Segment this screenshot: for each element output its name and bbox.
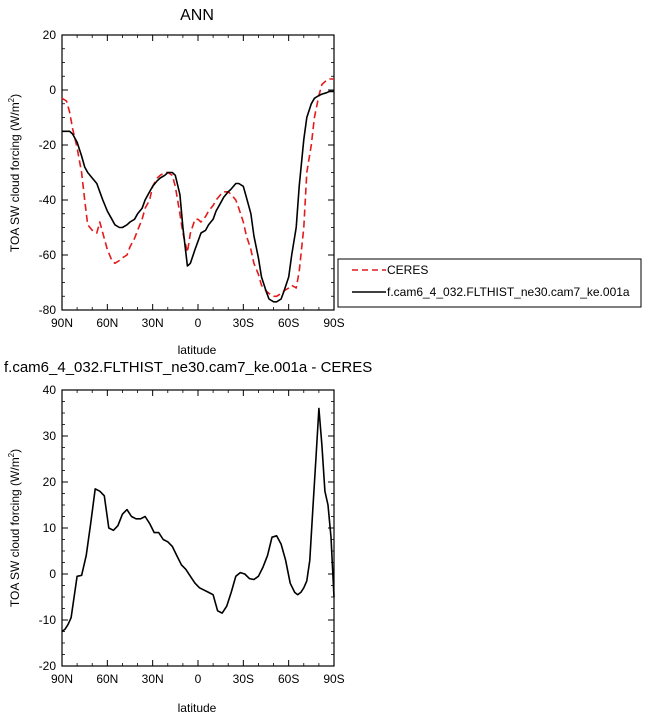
legend-label-ceres: CERES bbox=[387, 263, 428, 277]
x-tick-label: 60N bbox=[96, 672, 118, 686]
x-tick-label: 60S bbox=[278, 672, 299, 686]
x-tick-label: 90N bbox=[51, 672, 73, 686]
y-tick-label: -20 bbox=[39, 138, 57, 152]
y-tick-label: -60 bbox=[39, 248, 57, 262]
y-tick-label: -40 bbox=[39, 193, 57, 207]
plot-area bbox=[61, 389, 335, 667]
y-axis-ticks: 40 30 20 10 0 -10 -20 bbox=[39, 383, 334, 673]
y-tick-label: 40 bbox=[43, 383, 57, 397]
legend-box bbox=[337, 258, 642, 308]
y-axis-label: TOA SW cloud forcing (W/m2) bbox=[7, 449, 22, 607]
chart-title-difference: f.cam6_4_032.FLTHIST_ne30.cam7_ke.001a -… bbox=[4, 359, 372, 376]
y-tick-label: -20 bbox=[39, 659, 57, 673]
legend: CERES f.cam6_4_032.FLTHIST_ne30.cam7_ke.… bbox=[337, 258, 642, 308]
x-axis-ticks: 90N 60N 30N 0 30S 60S 90S bbox=[51, 390, 345, 686]
chart-bottom: f.cam6_4_032.FLTHIST_ne30.cam7_ke.001a -… bbox=[4, 359, 372, 715]
x-axis-label: latitude bbox=[178, 701, 217, 715]
y-axis-label-text: TOA SW cloud forcing (W/m bbox=[8, 102, 22, 252]
chart-title: ANN bbox=[180, 7, 214, 24]
x-tick-label: 90S bbox=[323, 316, 344, 330]
x-axis-label: latitude bbox=[178, 343, 217, 357]
y-tick-label: 0 bbox=[49, 83, 56, 97]
y-tick-label: 10 bbox=[43, 521, 57, 535]
series-line-2 bbox=[62, 90, 334, 303]
x-tick-label: 30S bbox=[233, 316, 254, 330]
plot-frame bbox=[61, 389, 335, 667]
x-tick-label: 0 bbox=[195, 316, 202, 330]
x-tick-label: 60N bbox=[96, 316, 118, 330]
y-tick-label: 30 bbox=[43, 429, 57, 443]
y-tick-label: -10 bbox=[39, 613, 57, 627]
chart-top: ANN 200-20-40-60-80 90N 60N 30N 0 30S 60S 90S … bbox=[7, 7, 642, 357]
x-tick-label: 90S bbox=[323, 672, 344, 686]
y-tick-label: 20 bbox=[43, 28, 57, 42]
plot-frame bbox=[61, 34, 335, 311]
x-axis-ticks: 90N 60N 30N 0 30S 60S 90S bbox=[51, 35, 345, 330]
x-tick-label: 30N bbox=[142, 316, 164, 330]
y-tick-label: 0 bbox=[49, 567, 56, 581]
x-tick-label: 30S bbox=[233, 672, 254, 686]
series-line-1 bbox=[61, 78, 334, 298]
legend-label-model: f.cam6_4_032.FLTHIST_ne30.cam7_ke.001a bbox=[387, 285, 630, 299]
y-axis-label-sup: 2 bbox=[7, 97, 16, 102]
plot-area bbox=[61, 34, 335, 311]
x-tick-label: 60S bbox=[278, 316, 299, 330]
x-tick-label: 30N bbox=[142, 672, 164, 686]
y-tick-label: 20 bbox=[43, 475, 57, 489]
series-line-1 bbox=[61, 407, 335, 633]
y-axis-label-sup: 2 bbox=[7, 452, 16, 457]
x-tick-label: 90N bbox=[51, 316, 73, 330]
x-tick-label: 0 bbox=[195, 672, 202, 686]
y-axis-ticks: 20 0 -20 -40 -60 -80 bbox=[39, 28, 334, 317]
y-tick-label: -80 bbox=[39, 303, 57, 317]
y-axis-label-close: ) bbox=[8, 449, 22, 453]
y-axis-label-close: ) bbox=[8, 94, 22, 98]
y-axis-label: TOA SW cloud forcing (W/m2) bbox=[7, 94, 22, 252]
y-axis-label-text: TOA SW cloud forcing (W/m bbox=[8, 457, 22, 607]
